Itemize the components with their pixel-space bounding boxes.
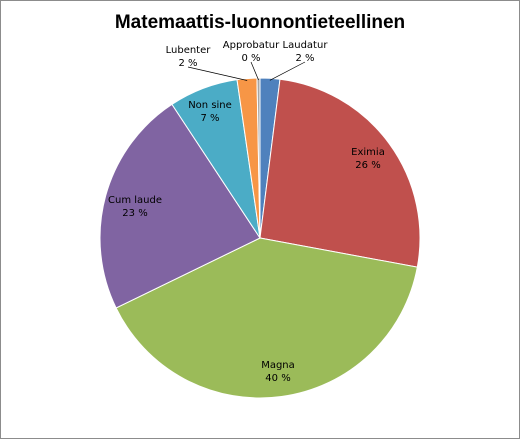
pie-slice-cum-laude: [99, 103, 261, 309]
slice-label-magna: Magna: [261, 360, 295, 371]
slice-value-cum-laude: 23 %: [122, 208, 147, 219]
slice-value-laudatur: 2 %: [295, 53, 314, 64]
slice-label-non-sine: Non sine: [188, 100, 232, 111]
slice-value-eximia: 26 %: [355, 160, 380, 171]
pie-slices: [99, 77, 421, 399]
pie-slice-magna: [115, 237, 418, 399]
slice-label-approbatur: Approbatur: [223, 40, 280, 51]
slice-label-laudatur: Laudatur: [283, 40, 329, 51]
slice-label-cum-laude: Cum laude: [108, 195, 162, 206]
chart-title: Matemaattis-luonnontieteellinen: [115, 12, 405, 33]
slice-label-eximia: Eximia: [351, 147, 385, 158]
leader-line-laudatur: [269, 61, 306, 81]
data-labels: Laudatur 2 % Eximia 26 % Magna 40 % Cum laude 2…: [108, 40, 385, 384]
pie-slice-approbatur: [256, 77, 261, 239]
slice-value-magna: 40 %: [265, 373, 290, 384]
leader-line-approbatur: [250, 61, 259, 81]
slice-value-non-sine: 7 %: [200, 113, 219, 124]
leader-lines: [187, 61, 306, 81]
pie-slice-eximia: [259, 78, 421, 268]
leader-line-lubenter: [187, 66, 248, 81]
slice-label-lubenter: Lubenter: [166, 45, 212, 56]
slice-value-approbatur: 0 %: [241, 53, 260, 64]
slice-value-lubenter: 2 %: [178, 58, 197, 69]
